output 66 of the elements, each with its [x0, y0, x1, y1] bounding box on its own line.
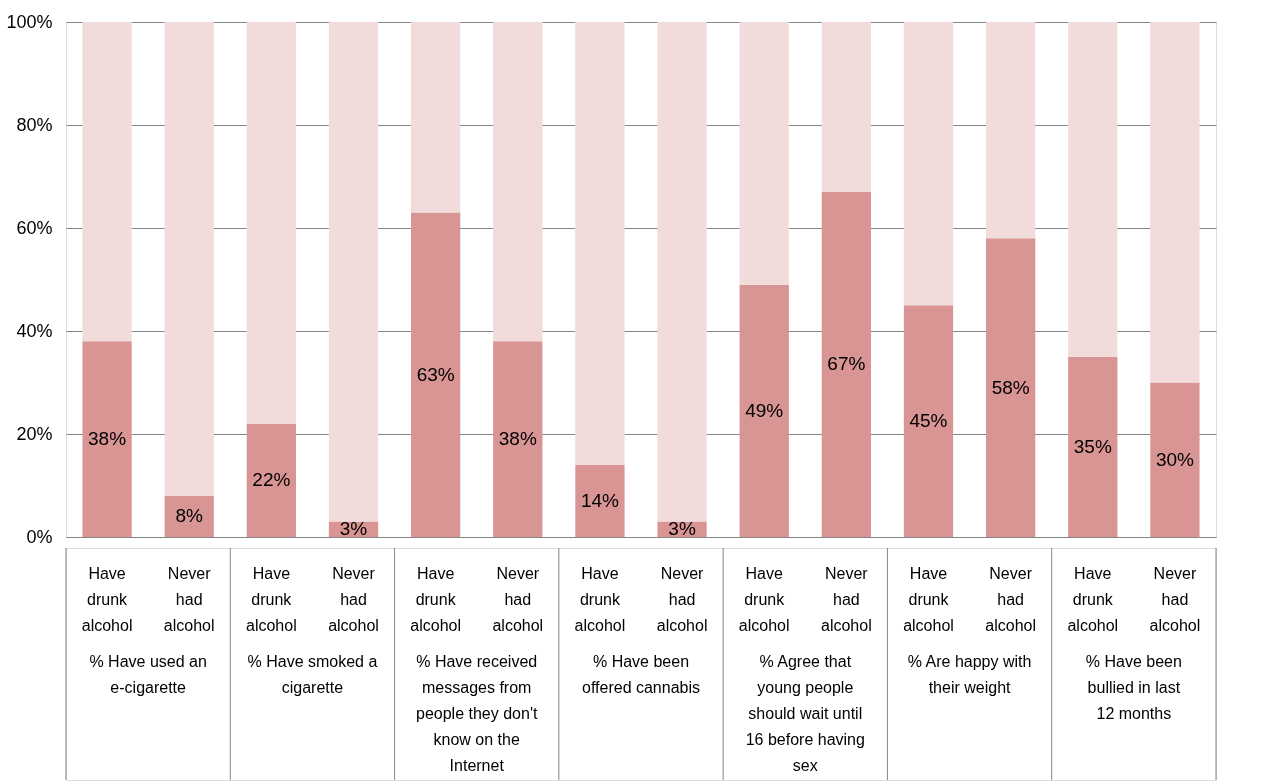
x-tick-label: Never had alcohol: [985, 565, 1036, 634]
bar: [82, 22, 132, 342]
bar: [986, 22, 1036, 239]
bar: [986, 238, 1036, 537]
x-tick-label: Have drunk alcohol: [738, 565, 790, 634]
bar: [575, 464, 625, 537]
bar: [575, 22, 625, 465]
x-tick-label: Never had alcohol: [656, 565, 708, 634]
data-label: 30%: [1155, 448, 1195, 470]
bar: [657, 22, 707, 522]
data-label: 14%: [580, 489, 620, 511]
text: % Have used an e-cigarette: [89, 653, 207, 696]
bar: [82, 341, 132, 537]
data-label: 45%: [909, 410, 948, 432]
bar: [246, 22, 296, 424]
x-tick-label: Have drunk alcohol: [574, 565, 626, 634]
x-tick-label: Never had alcohol: [492, 565, 544, 634]
y-tick-label: 20%: [16, 423, 53, 444]
x-tick-label: Never had alcohol: [328, 565, 379, 634]
bar: [411, 212, 461, 537]
x-tick-label: Have drunk alcohol: [903, 565, 954, 634]
data-label: 8%: [175, 505, 204, 527]
data-label: 49%: [745, 399, 784, 421]
bar: [903, 22, 954, 306]
bar: [903, 305, 954, 537]
data-label: 22%: [252, 469, 291, 491]
bar: [328, 22, 379, 522]
data-label: 38%: [498, 428, 537, 450]
data-label: 67%: [827, 353, 866, 375]
x-tick-label: Have drunk alcohol: [246, 565, 297, 634]
x-tick-label: Have drunk alcohol: [1067, 565, 1119, 634]
data-label: 63%: [416, 363, 455, 385]
bar: [1068, 22, 1118, 357]
text: % Have been offered cannabis: [581, 653, 701, 696]
x-tick-label: Never had alcohol: [163, 565, 215, 634]
data-label: 58%: [991, 376, 1030, 398]
bar: [493, 341, 543, 537]
data-label: 35%: [1073, 435, 1112, 457]
bar: [1068, 356, 1118, 537]
bar: [164, 22, 214, 496]
data-label: 3%: [339, 518, 368, 540]
bar: [739, 284, 789, 537]
bar: [246, 423, 296, 537]
bar: [1150, 382, 1200, 537]
text: % Are happy with their weight: [907, 653, 1032, 696]
bar: [1150, 22, 1200, 383]
x-tick-label: Never had alcohol: [1149, 565, 1201, 634]
bar: [821, 22, 871, 192]
y-tick-label: 40%: [16, 320, 53, 341]
x-tick-label: Never had alcohol: [821, 565, 872, 634]
x-tick-label: Have drunk alcohol: [410, 565, 461, 634]
data-label: 3%: [668, 518, 696, 540]
bar: [493, 22, 543, 342]
y-tick-label: 60%: [16, 217, 53, 238]
y-tick-label: 0%: [26, 526, 53, 547]
text: % Have been bullied in last 12 months: [1085, 653, 1182, 722]
text: % Have received messages from people they don't know on the Internet: [416, 653, 538, 774]
bar: [821, 191, 871, 537]
text: % Agree that young people should wait until 16 before having sex: [745, 653, 865, 774]
bar: [739, 22, 789, 285]
text: % Have smoked a cigarette: [247, 653, 378, 696]
x-tick-label: Have drunk alcohol: [81, 565, 133, 634]
y-tick-label: 80%: [16, 114, 53, 135]
bar: [411, 22, 461, 213]
data-label: 38%: [88, 428, 127, 450]
y-tick-label: 100%: [6, 11, 53, 32]
